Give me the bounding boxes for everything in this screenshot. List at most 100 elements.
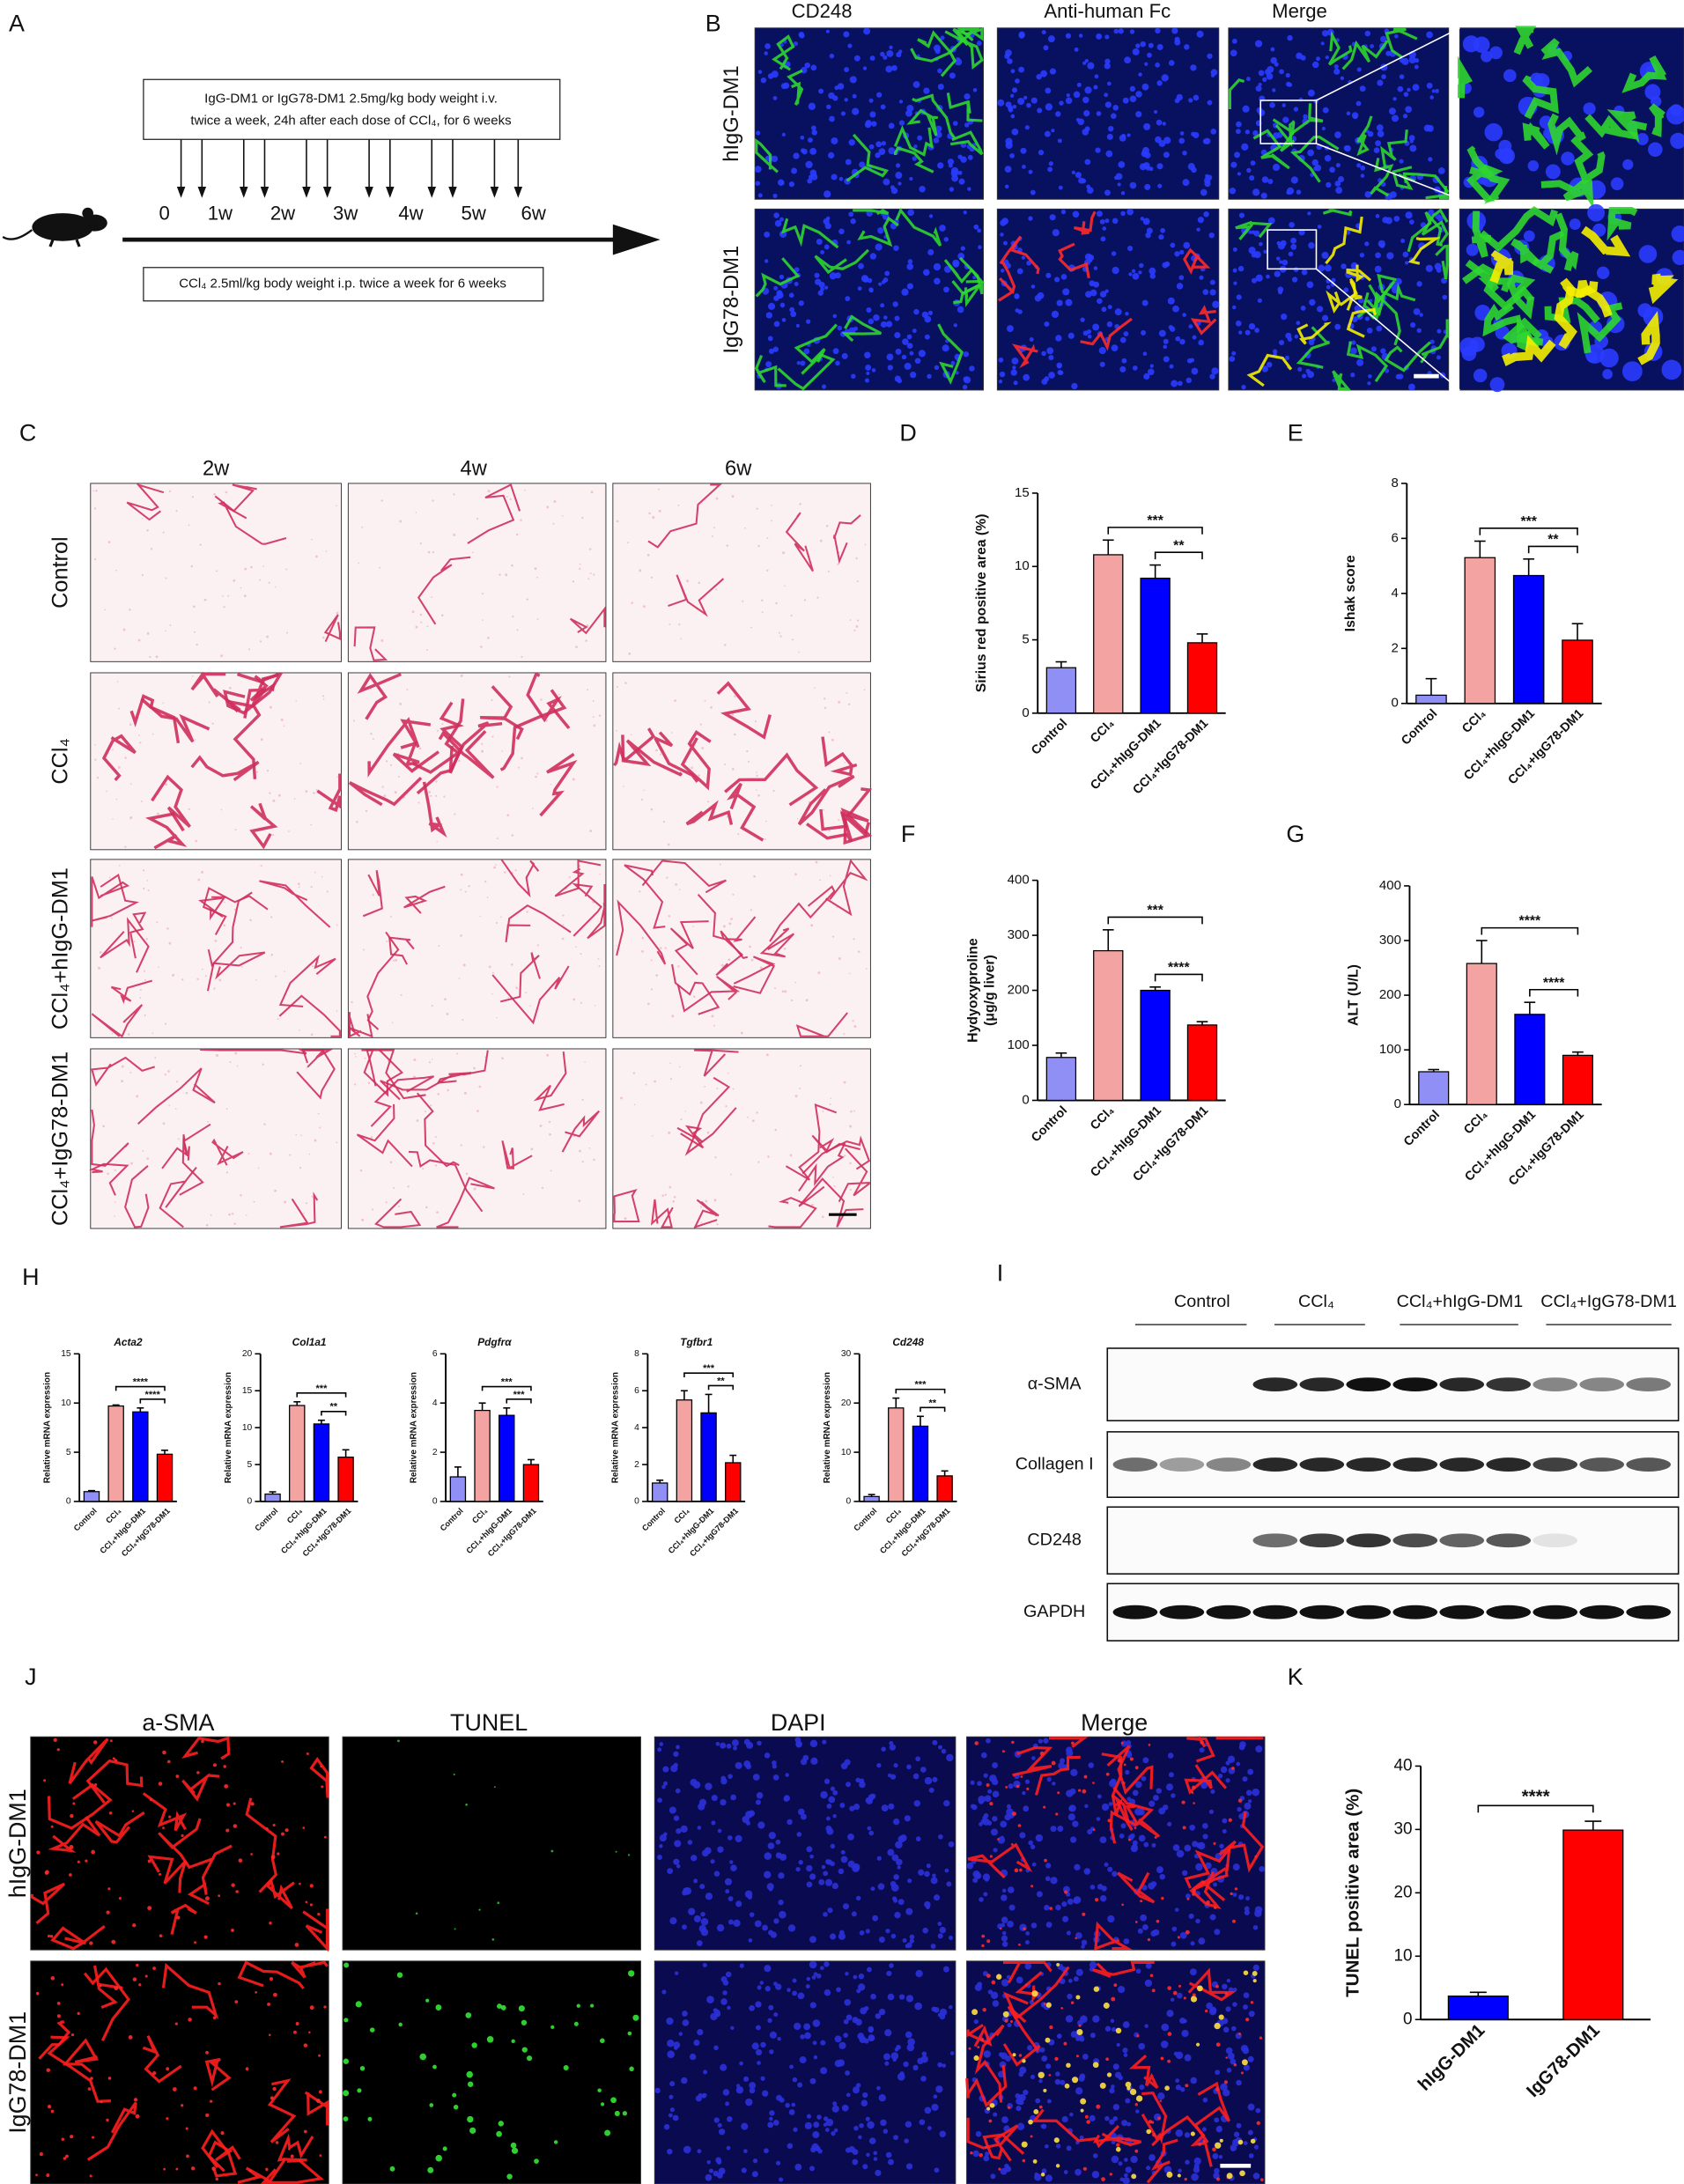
cell: [832, 314, 837, 319]
cell: [733, 1920, 740, 1927]
cell: [138, 1983, 141, 1986]
cell: [896, 349, 902, 355]
timepoint-label: 6w: [521, 203, 547, 225]
cell: [343, 2090, 349, 2096]
cell: [800, 1065, 801, 1066]
cell: [265, 2168, 268, 2171]
cell: [1317, 306, 1323, 312]
cell: [1031, 1756, 1036, 1760]
cell: [752, 2171, 758, 2177]
cell: [713, 527, 715, 528]
cell: [1134, 1808, 1142, 1816]
cell: [798, 1809, 805, 1816]
cell: [1365, 316, 1370, 321]
cell: [1193, 2166, 1200, 2173]
cell: [1113, 1983, 1117, 1987]
cell: [1100, 219, 1105, 225]
cell: [479, 1086, 482, 1088]
cell: [1253, 1925, 1259, 1930]
cell: [360, 1169, 363, 1172]
cell: [810, 924, 813, 926]
cell: [900, 1834, 907, 1841]
cell: [78, 2012, 80, 2015]
cell: [1281, 314, 1287, 320]
cell: [466, 1173, 469, 1176]
cell: [923, 269, 930, 276]
cell: [167, 1070, 170, 1073]
cell: [1124, 331, 1129, 336]
cell: [1276, 256, 1281, 261]
y-tick-label: 200: [1379, 987, 1401, 1002]
cell: [527, 599, 528, 601]
cell: [1071, 2001, 1075, 2004]
cell: [534, 2158, 539, 2164]
cell: [1049, 1907, 1052, 1910]
cell: [1587, 204, 1605, 222]
cell: [728, 1919, 734, 1924]
cell: [1025, 1931, 1030, 1936]
cell: [993, 1790, 1000, 1797]
cell: [1639, 245, 1658, 263]
cell: [675, 883, 677, 886]
cell: [989, 1802, 993, 1805]
cell: [1043, 45, 1048, 50]
cell: [828, 731, 830, 733]
cell: [291, 2155, 294, 2158]
cell: [699, 1884, 705, 1889]
cell: [1166, 2010, 1173, 2017]
micrograph: [91, 483, 342, 661]
cell: [831, 739, 834, 742]
cell: [709, 2168, 713, 2173]
cell: [723, 1980, 729, 1986]
cell: [416, 1912, 418, 1915]
cell: [163, 532, 165, 534]
cell: [800, 136, 804, 140]
cell: [1599, 349, 1619, 368]
cell: [407, 689, 409, 690]
cell: [130, 1162, 133, 1165]
cell: [306, 1202, 307, 1204]
cell: [749, 1938, 753, 1943]
cell: [652, 1135, 654, 1137]
cell: [757, 1161, 759, 1162]
cell: [1407, 88, 1411, 92]
cell: [270, 2096, 274, 2099]
cell: [216, 570, 218, 572]
cell: [197, 879, 200, 882]
cell: [1122, 2048, 1127, 2053]
cell: [899, 1995, 905, 2000]
bar: [1563, 1830, 1623, 2019]
cell: [1148, 1882, 1155, 1889]
cell: [1356, 163, 1361, 167]
cell: [129, 723, 132, 726]
cell: [273, 1993, 277, 1997]
y-tick-label: 300: [1008, 927, 1030, 942]
cell: [1069, 1804, 1076, 1811]
cell: [819, 879, 821, 881]
cell: [875, 2170, 881, 2176]
cell: [1055, 111, 1060, 116]
cell: [188, 524, 190, 526]
cell: [667, 2149, 673, 2155]
cell: [270, 706, 272, 709]
cell: [1018, 1944, 1021, 1946]
cell: [651, 959, 653, 961]
cell: [1065, 2084, 1070, 2089]
cell: [1083, 110, 1089, 116]
cell: [758, 70, 762, 73]
cell: [1107, 2072, 1112, 2077]
cell: [1118, 161, 1125, 168]
cell: [356, 821, 358, 823]
micrograph: [348, 673, 606, 850]
cell: [1409, 135, 1415, 141]
cell: [1057, 1791, 1060, 1794]
cell: [178, 1138, 180, 1140]
cell: [651, 988, 653, 990]
cell: [730, 2026, 734, 2030]
cell: [370, 2027, 375, 2033]
cell: [119, 1897, 122, 1900]
cell: [1197, 1985, 1203, 1991]
cell: [1309, 299, 1315, 306]
protein-label: Collagen I: [1016, 1454, 1094, 1473]
blot-band: [1346, 1533, 1391, 1547]
